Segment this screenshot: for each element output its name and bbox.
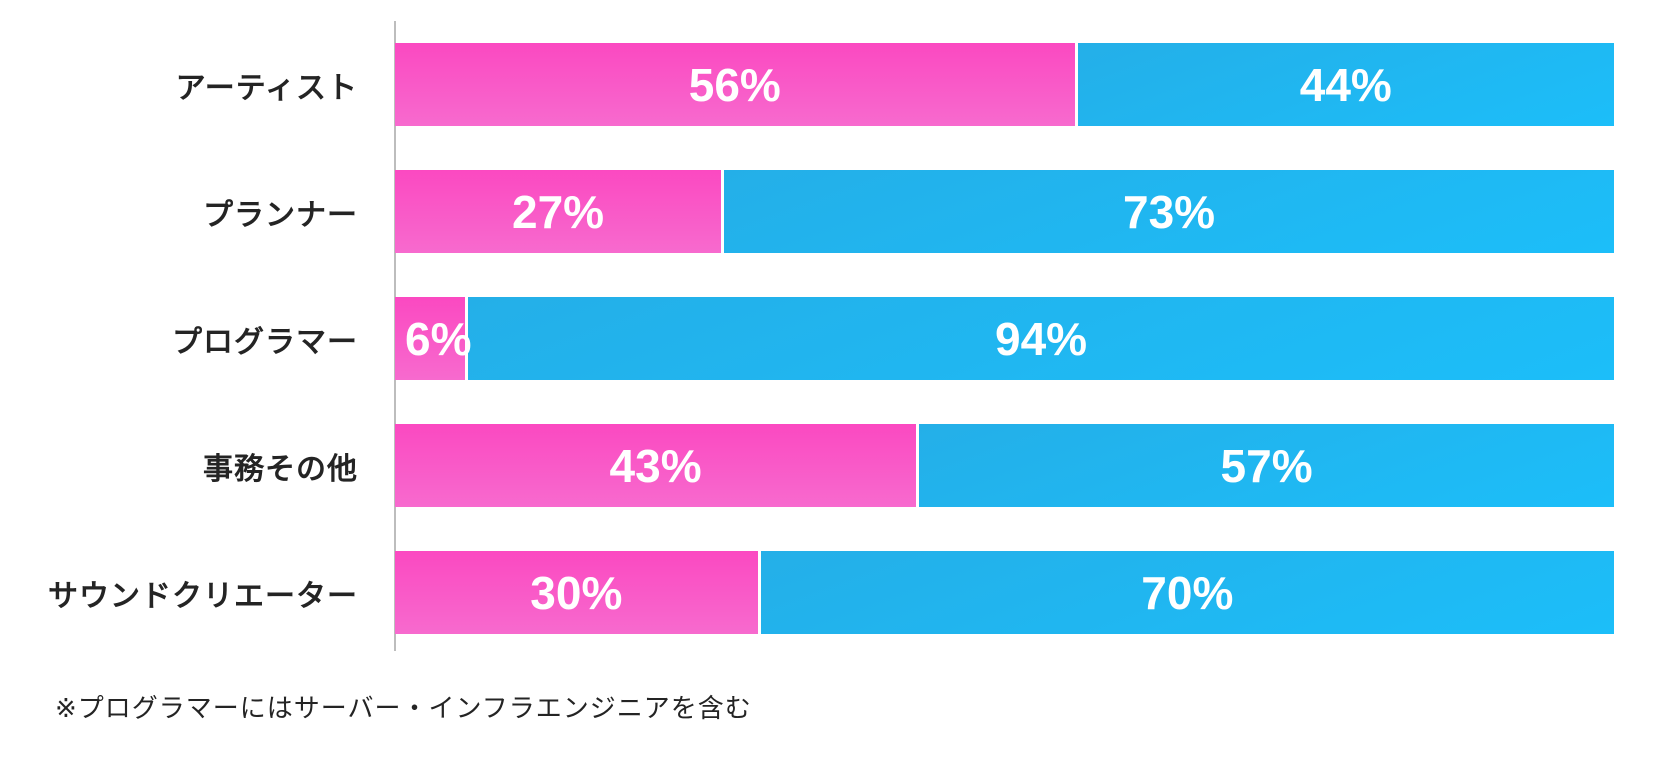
bar-track: 43% 57% xyxy=(395,424,1614,507)
bar-segment-pink: 30% xyxy=(395,551,761,634)
bar-track: 27% 73% xyxy=(395,170,1614,253)
bar-row: アーティスト 56% 44% xyxy=(0,43,1614,126)
chart-footnote: ※プログラマーにはサーバー・インフラエンジニアを含む xyxy=(55,693,752,723)
category-label: アーティスト xyxy=(175,71,358,105)
category-label: プログラマー xyxy=(172,325,358,359)
category-label: 事務その他 xyxy=(203,452,358,486)
bar-row: プログラマー 6% 94% xyxy=(0,297,1614,380)
segment-value-label: 6% xyxy=(405,312,472,365)
segment-value-label: 94% xyxy=(995,312,1088,365)
bar-row: プランナー 27% 73% xyxy=(0,170,1614,253)
bar-track: 30% 70% xyxy=(395,551,1614,634)
segment-value-label: 30% xyxy=(530,566,623,619)
category-label: プランナー xyxy=(203,198,358,232)
segment-value-label: 70% xyxy=(1141,566,1234,619)
segment-value-label: 27% xyxy=(512,185,605,238)
segment-value-label: 43% xyxy=(609,439,702,492)
stacked-bar-chart: アーティスト 56% 44% プランナー 27% 73% プログラマー 6% 94% 事務その他 4… xyxy=(0,43,1614,678)
category-label: サウンドクリエーター xyxy=(48,579,358,613)
bar-segment-blue: 70% xyxy=(760,551,1614,634)
bar-segment-pink: 43% xyxy=(395,424,920,507)
bar-track: 56% 44% xyxy=(395,43,1614,126)
bar-track: 6% 94% xyxy=(395,297,1614,380)
segment-value-label: 56% xyxy=(688,58,781,111)
bar-segment-blue: 57% xyxy=(919,424,1614,507)
bar-segment-pink: 56% xyxy=(395,43,1078,126)
segment-value-label: 44% xyxy=(1299,58,1392,111)
bar-row: サウンドクリエーター 30% 70% xyxy=(0,551,1614,634)
bar-segment-pink: 6% xyxy=(395,297,472,380)
bar-row: 事務その他 43% 57% xyxy=(0,424,1614,507)
bar-segment-blue: 73% xyxy=(724,170,1614,253)
bar-segment-blue: 94% xyxy=(468,297,1614,380)
segment-value-label: 73% xyxy=(1123,185,1216,238)
bar-segment-pink: 27% xyxy=(395,170,725,253)
bar-segment-blue: 44% xyxy=(1077,43,1614,126)
segment-value-label: 57% xyxy=(1220,439,1313,492)
